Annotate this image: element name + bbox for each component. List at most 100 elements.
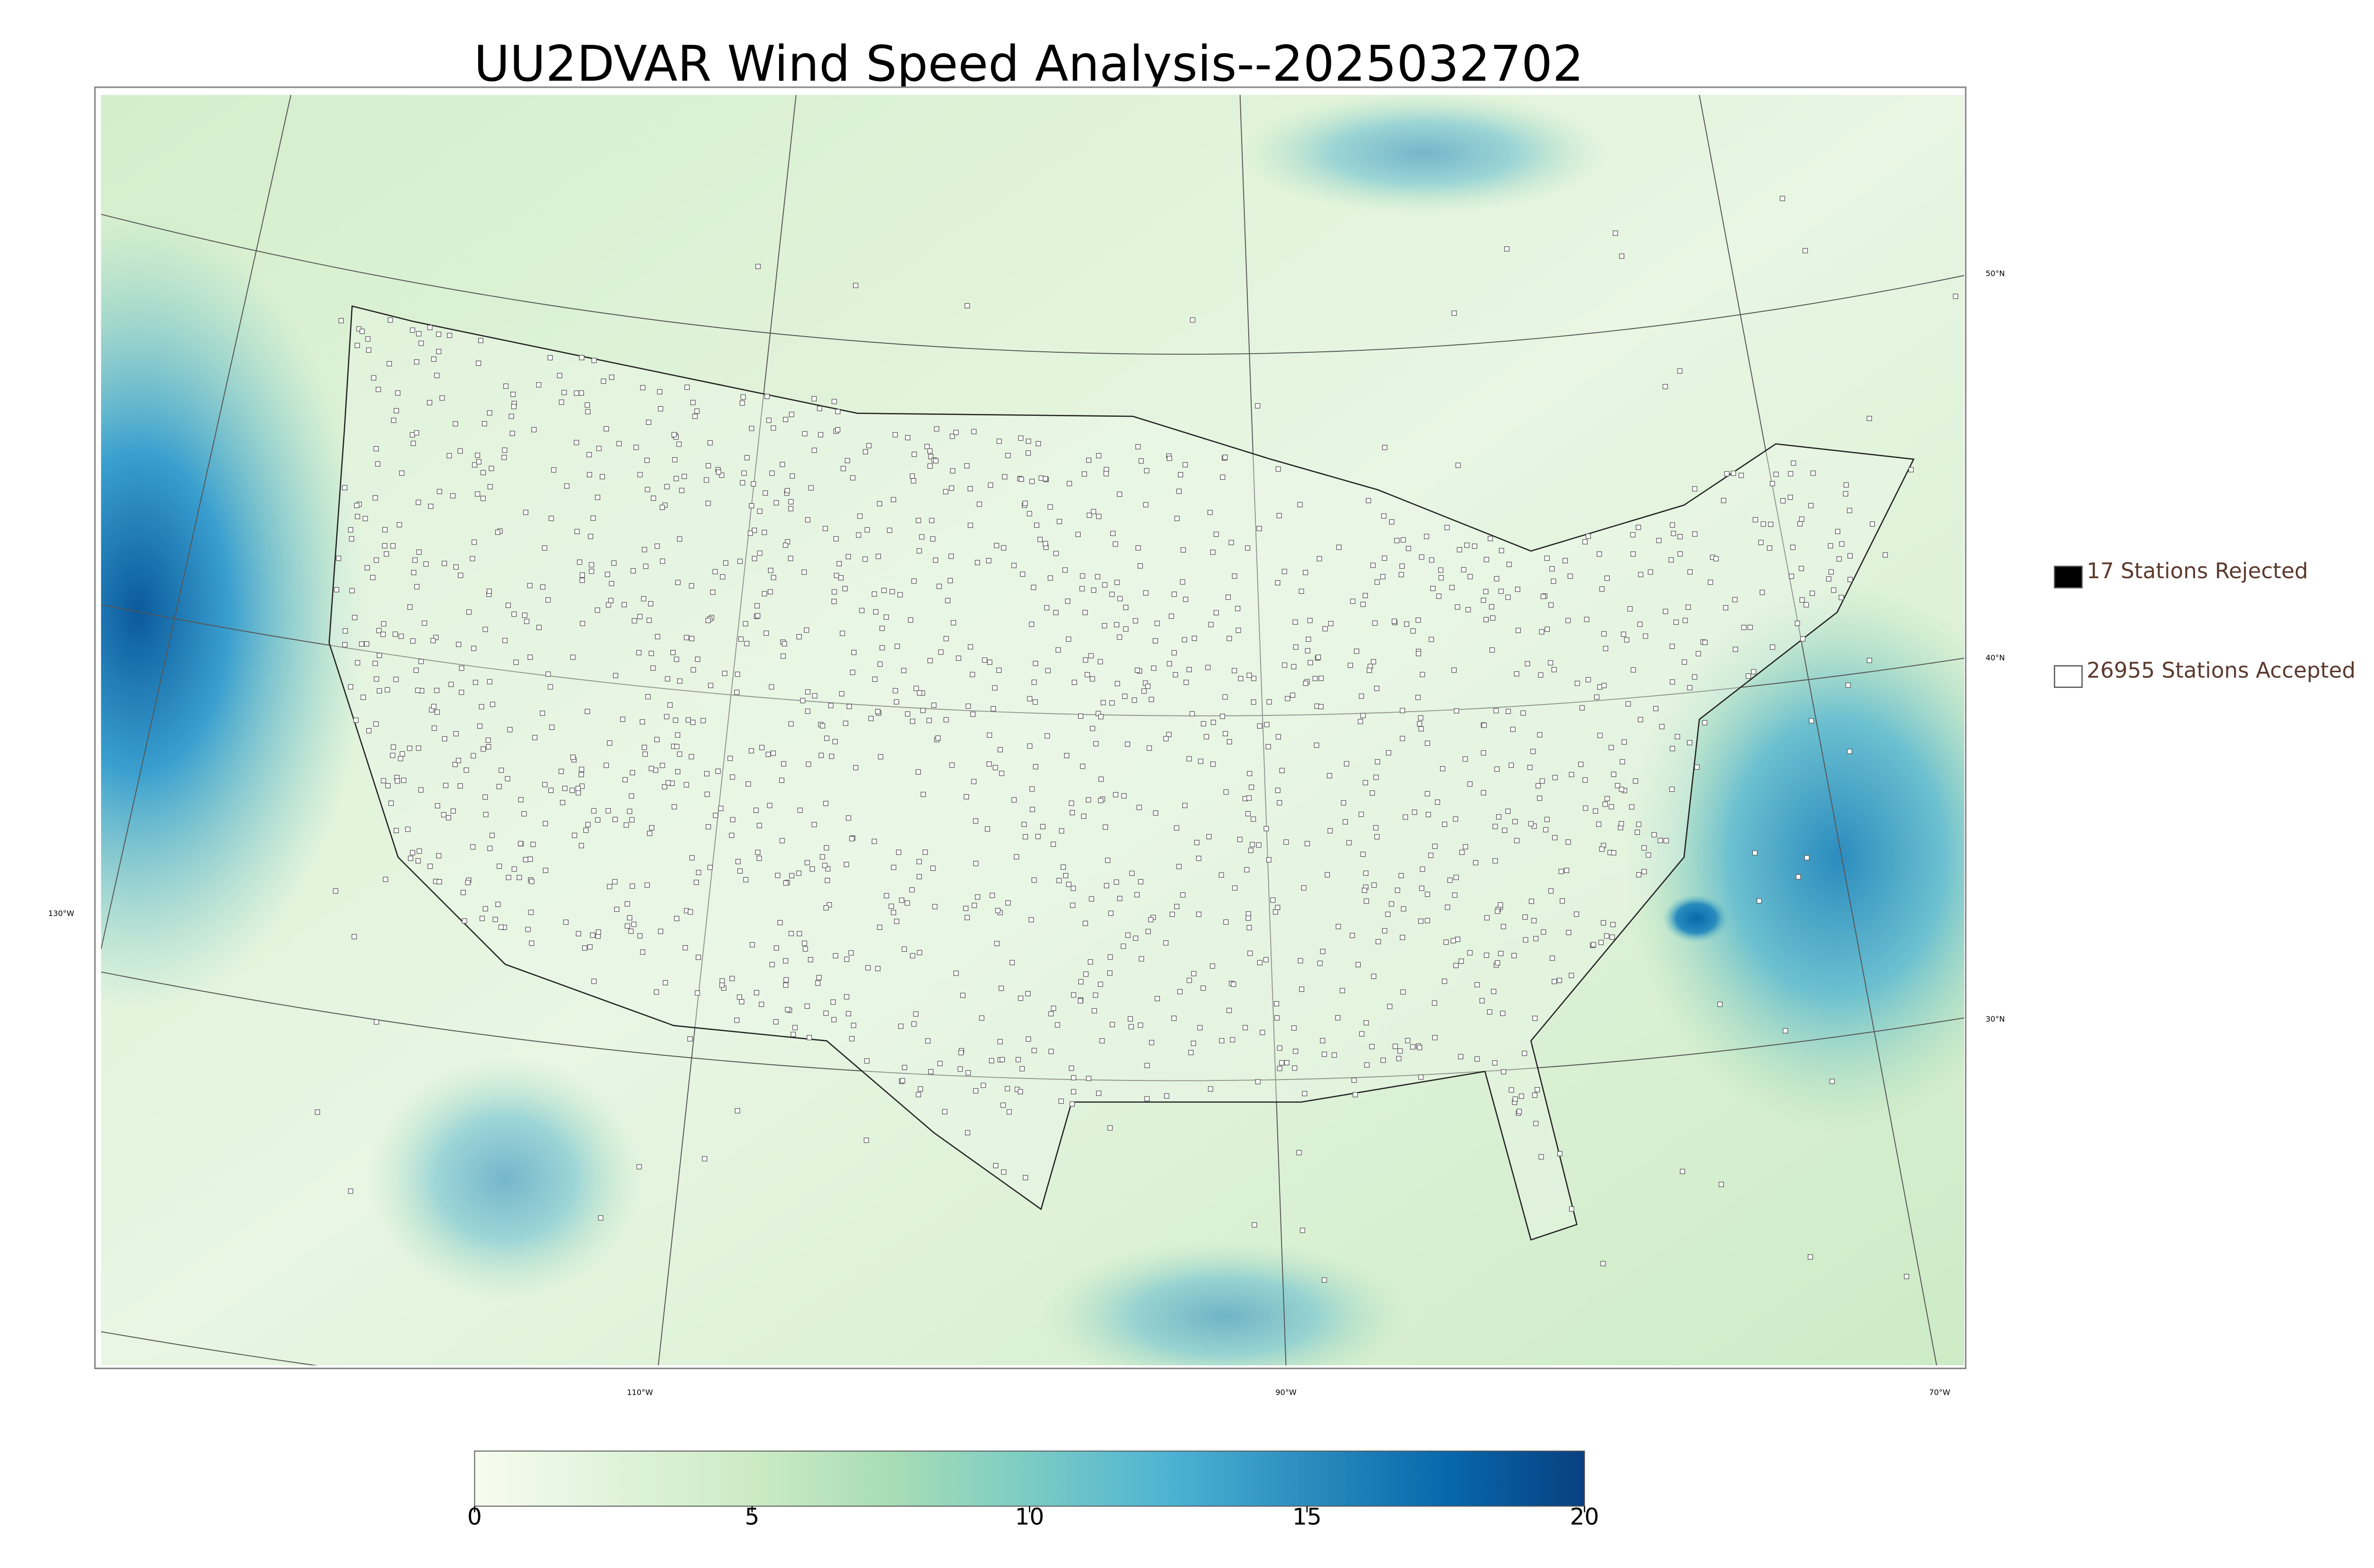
station bbox=[1369, 790, 1375, 796]
station bbox=[1171, 1015, 1177, 1021]
station bbox=[1682, 618, 1688, 623]
station bbox=[1636, 525, 1641, 530]
station bbox=[548, 516, 554, 521]
station bbox=[801, 569, 807, 575]
station bbox=[447, 333, 452, 338]
station bbox=[1624, 637, 1630, 643]
station bbox=[1808, 503, 1814, 508]
lon-label: 130°W bbox=[48, 909, 75, 918]
station bbox=[385, 783, 391, 789]
station bbox=[1251, 699, 1256, 705]
station bbox=[1144, 468, 1149, 474]
station bbox=[845, 458, 850, 463]
station bbox=[1389, 519, 1394, 525]
station bbox=[910, 953, 915, 958]
station bbox=[942, 1109, 948, 1115]
station bbox=[551, 467, 556, 473]
station bbox=[557, 373, 563, 378]
station bbox=[1059, 828, 1065, 834]
station bbox=[1788, 471, 1793, 477]
station bbox=[396, 522, 402, 527]
station bbox=[645, 694, 651, 700]
station bbox=[1651, 832, 1657, 837]
station bbox=[848, 950, 854, 956]
station bbox=[630, 770, 635, 776]
station bbox=[1223, 789, 1229, 795]
station bbox=[658, 406, 663, 412]
station bbox=[1075, 532, 1081, 537]
station bbox=[1511, 953, 1517, 958]
station bbox=[1459, 849, 1465, 855]
station bbox=[1403, 814, 1408, 820]
station bbox=[1599, 586, 1605, 592]
station bbox=[1398, 572, 1404, 577]
station bbox=[1802, 248, 1808, 254]
station bbox=[1245, 915, 1251, 921]
station bbox=[432, 725, 437, 731]
station bbox=[416, 848, 422, 854]
station bbox=[1005, 453, 1011, 459]
station bbox=[1548, 602, 1554, 608]
station bbox=[1051, 1005, 1056, 1011]
station bbox=[1752, 850, 1758, 856]
station bbox=[960, 993, 966, 998]
station bbox=[1428, 853, 1434, 858]
station bbox=[1149, 1040, 1154, 1045]
lat-label: 40°N bbox=[1986, 653, 2005, 662]
station bbox=[743, 621, 748, 627]
station bbox=[1226, 1007, 1232, 1013]
station bbox=[1250, 842, 1255, 847]
station bbox=[575, 790, 581, 796]
station bbox=[909, 887, 915, 892]
station bbox=[1149, 696, 1154, 702]
station bbox=[673, 717, 678, 723]
station bbox=[1187, 667, 1192, 672]
station bbox=[1621, 739, 1627, 745]
station bbox=[1449, 585, 1455, 591]
station bbox=[1060, 864, 1066, 870]
station bbox=[466, 609, 472, 615]
station bbox=[1435, 799, 1441, 805]
station bbox=[1223, 731, 1228, 736]
station bbox=[1523, 937, 1528, 943]
station bbox=[1107, 954, 1113, 960]
station bbox=[1371, 659, 1376, 665]
station bbox=[1612, 230, 1618, 236]
station bbox=[879, 645, 885, 650]
station bbox=[430, 638, 436, 643]
station bbox=[342, 642, 348, 648]
station bbox=[1196, 911, 1202, 917]
station bbox=[932, 904, 938, 910]
station bbox=[1552, 979, 1557, 985]
station bbox=[1418, 918, 1423, 924]
station bbox=[1584, 617, 1590, 622]
station bbox=[1498, 902, 1503, 908]
station bbox=[1455, 604, 1460, 610]
station bbox=[1687, 685, 1693, 691]
station bbox=[1387, 1004, 1393, 1009]
station bbox=[707, 440, 713, 446]
station bbox=[928, 1069, 933, 1074]
station bbox=[1500, 1011, 1506, 1016]
station bbox=[977, 501, 982, 507]
station bbox=[391, 418, 396, 423]
station bbox=[1713, 556, 1719, 562]
station bbox=[1788, 495, 1793, 500]
station bbox=[1566, 930, 1572, 935]
station bbox=[1800, 636, 1806, 642]
colorbar-fill bbox=[474, 1450, 1585, 1507]
station bbox=[1432, 1000, 1437, 1006]
station bbox=[1166, 732, 1172, 737]
station bbox=[1249, 784, 1254, 790]
station bbox=[908, 617, 914, 623]
station bbox=[1658, 837, 1663, 843]
station bbox=[1201, 721, 1206, 727]
station bbox=[359, 329, 365, 334]
station bbox=[1809, 718, 1814, 724]
station bbox=[789, 873, 795, 879]
station bbox=[1410, 1044, 1415, 1050]
station bbox=[1810, 470, 1816, 476]
station bbox=[811, 822, 817, 827]
station bbox=[528, 654, 533, 660]
station bbox=[629, 793, 634, 799]
